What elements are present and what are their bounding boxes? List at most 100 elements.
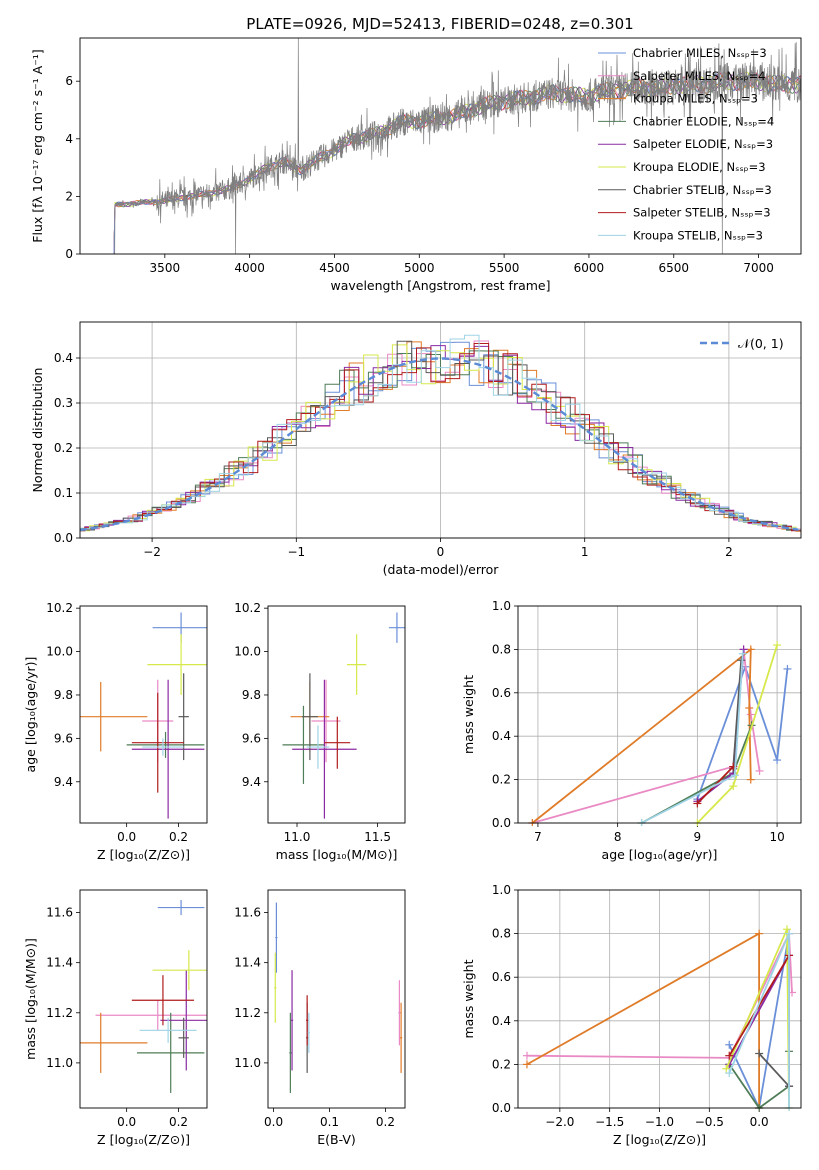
axes-frame — [79, 37, 802, 255]
y-tick-label: 9.6 — [54, 731, 73, 745]
y-axis-label: age [log₁₀(age/yr)] — [23, 657, 38, 773]
weight_vs_Z-panel: −2.0 −1.5 −1.0 −0.5 0.0 0.0 0.2 0.4 0.6 0.8 1.0 Z [… — [461, 883, 802, 1147]
x-tick-label: 0.0 — [264, 1115, 283, 1129]
y-tick-label: 2 — [65, 189, 73, 203]
x-tick-label: 6500 — [658, 261, 689, 275]
x-tick-label: −2 — [143, 545, 161, 559]
x-tick-label: −1 — [287, 545, 305, 559]
axes-frame — [267, 889, 406, 1109]
y-tick-label: 10.2 — [46, 601, 73, 615]
x-tick-label: 3500 — [150, 261, 181, 275]
y-tick-label: 1.0 — [492, 883, 511, 897]
age_vs_mass-plot-area — [282, 612, 405, 819]
mass_vs_Z-panel: 0.0 0.2 11.0 11.2 11.4 11.6 Z [log₁₀(Z/Z⊙)] mas… — [23, 889, 208, 1147]
legend-label: Kroupa STELIB, Nₛₛₚ=3 — [633, 228, 763, 242]
x-axis-label: Z [log₁₀(Z/Z⊙)] — [97, 847, 190, 862]
y-tick-label: 0.8 — [492, 642, 511, 656]
weight-series-line — [732, 660, 743, 769]
x-tick-label: −0.5 — [695, 1115, 724, 1129]
y-tick-label: 0.2 — [492, 773, 511, 787]
y-tick-label: 0.0 — [54, 531, 73, 545]
x-tick-label: 5000 — [404, 261, 435, 275]
y-tick-label: 0.3 — [54, 396, 73, 410]
y-axis-label: mass weight — [461, 675, 476, 754]
spectrum-panel: 3500 4000 4500 5000 5500 6000 6500 7000 0 2 4 6 wave… — [30, 37, 802, 293]
x-tick-label: 0.1 — [320, 1115, 339, 1129]
residual-histogram-line — [80, 340, 801, 532]
x-tick-label: 0.2 — [169, 830, 188, 844]
y-tick-label: 0.4 — [492, 1014, 511, 1028]
x-tick-label: 5500 — [489, 261, 520, 275]
y-tick-label: 9.8 — [242, 688, 261, 702]
figure-title: PLATE=0926, MJD=52413, FIBERID=0248, z=0… — [246, 15, 633, 33]
y-tick-label: 10.0 — [234, 645, 261, 659]
x-tick-label: 1 — [581, 545, 589, 559]
legend-label: Salpeter ELODIE, Nₛₛₚ=3 — [633, 137, 773, 151]
axes-frame — [517, 605, 802, 824]
axes-frame — [79, 605, 208, 824]
y-tick-label: 11.2 — [46, 1006, 73, 1020]
x-tick-label: 0.0 — [750, 1115, 769, 1129]
y-tick-label: 9.6 — [242, 731, 261, 745]
y-axis-label: Flux [fλ 10⁻¹⁷ erg cm⁻² s⁻¹ A⁻¹] — [30, 49, 45, 242]
normal-curve — [80, 357, 799, 532]
weight-series-line — [696, 664, 789, 800]
axes-frame — [79, 889, 208, 1109]
y-tick-label: 11.6 — [234, 906, 261, 920]
y-tick-label: 10.2 — [234, 601, 261, 615]
y-tick-label: 0.2 — [54, 441, 73, 455]
x-axis-label: Z [log₁₀(Z/Z⊙)] — [613, 1132, 706, 1147]
weight_vs_age-panel: 7 8 9 10 0.0 0.2 0.4 0.6 0.8 1.0 age [log₁₀(age/yr… — [461, 599, 802, 862]
y-tick-label: 0.2 — [492, 1057, 511, 1071]
weight_vs_Z-plot-area — [522, 925, 797, 1111]
weight-series-line — [531, 647, 752, 824]
y-tick-label: 4 — [65, 132, 73, 146]
legend-label: Chabrier MILES, Nₛₛₚ=3 — [633, 46, 767, 60]
y-tick-label: 0 — [65, 247, 73, 261]
legend-label: 𝒩(0, 1) — [738, 336, 784, 351]
y-axis-label: mass weight — [461, 959, 476, 1038]
x-tick-label: 10 — [769, 830, 784, 844]
y-tick-label: 11.0 — [46, 1056, 73, 1070]
axes-frame — [267, 605, 406, 824]
y-tick-label: 0.0 — [492, 816, 511, 830]
x-axis-label: age [log₁₀(age/yr)] — [602, 847, 718, 862]
y-tick-label: 10.0 — [46, 645, 73, 659]
y-tick-label: 11.4 — [234, 956, 261, 970]
legend-label: Salpeter STELIB, Nₛₛₚ=3 — [633, 206, 771, 220]
x-axis-label: Z [log₁₀(Z/Z⊙)] — [97, 1132, 190, 1147]
mass_vs_Z-plot-area — [80, 900, 207, 1093]
y-tick-label: 9.4 — [54, 775, 73, 789]
legend-label: Kroupa MILES, Nₛₛₚ=3 — [633, 92, 758, 106]
residuals-plot-area — [80, 334, 801, 533]
x-tick-label: 0.2 — [169, 1115, 188, 1129]
y-tick-label: 0.4 — [492, 729, 511, 743]
x-axis-label: (data-model)/error — [383, 562, 500, 577]
x-axis-label: mass [log₁₀(M/M⊙)] — [276, 847, 398, 862]
x-tick-label: −1.0 — [645, 1115, 674, 1129]
mass_vs_EBV-plot-area — [274, 902, 403, 1093]
x-tick-label: −1.5 — [595, 1115, 624, 1129]
x-tick-label: 6000 — [574, 261, 605, 275]
axes-frame — [79, 321, 802, 539]
y-tick-label: 1.0 — [492, 599, 511, 613]
x-axis-label: wavelength [Angstrom, rest frame] — [330, 278, 550, 293]
weight_vs_age-plot-area — [528, 641, 792, 826]
legend-label: Chabrier STELIB, Nₛₛₚ=3 — [633, 183, 772, 197]
y-tick-label: 9.8 — [54, 688, 73, 702]
x-tick-label: 0.0 — [117, 1115, 136, 1129]
x-tick-label: 0.0 — [117, 830, 136, 844]
x-tick-label: 9 — [694, 830, 702, 844]
axes-frame — [517, 889, 802, 1109]
weight-series-line — [758, 1052, 790, 1087]
y-axis-label: Normed distribution — [30, 368, 45, 493]
age_vs_Z-panel: 0.0 0.2 9.4 9.6 9.8 10.0 10.2 Z [log₁₀(Z/Z⊙)] ag… — [23, 601, 208, 862]
age_vs_mass-panel: 11.0 11.5 9.4 9.6 9.8 10.0 10.2 mass [log₁₀(M/M… — [234, 601, 406, 862]
spectrum-plot-area — [113, 38, 801, 254]
y-tick-label: 11.6 — [46, 906, 73, 920]
weight-series-line — [641, 653, 744, 824]
legend-label: Salpeter MILES, Nₛₛₚ=4 — [633, 69, 766, 83]
y-tick-label: 0.4 — [54, 351, 73, 365]
y-tick-label: 6 — [65, 74, 73, 88]
